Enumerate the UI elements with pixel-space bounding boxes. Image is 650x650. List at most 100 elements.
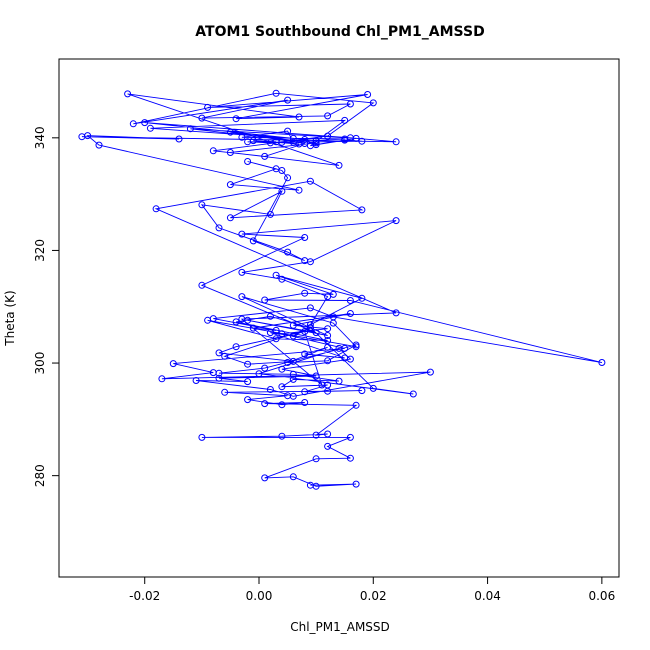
data-point bbox=[346, 310, 354, 317]
data-point bbox=[306, 177, 314, 185]
data-point bbox=[341, 136, 349, 144]
data-point bbox=[186, 125, 194, 133]
data-point bbox=[358, 387, 366, 395]
data-point bbox=[124, 90, 132, 98]
data-point bbox=[244, 360, 252, 368]
data-point bbox=[358, 206, 366, 214]
data-point bbox=[226, 214, 234, 222]
y-tick-label: 280 bbox=[33, 464, 47, 487]
data-point bbox=[249, 137, 257, 145]
data-point bbox=[226, 149, 234, 156]
data-point bbox=[352, 343, 360, 351]
data-point bbox=[306, 304, 314, 312]
data-point bbox=[284, 174, 292, 182]
y-tick-label: 340 bbox=[33, 126, 47, 149]
data-point bbox=[318, 381, 326, 389]
data-point bbox=[261, 152, 269, 160]
data-point bbox=[278, 330, 286, 338]
series-line bbox=[81, 92, 603, 487]
data-point bbox=[329, 319, 337, 327]
data-point bbox=[272, 138, 280, 146]
data-point bbox=[598, 359, 606, 366]
data-point bbox=[369, 99, 377, 107]
data-point bbox=[289, 332, 297, 340]
data-point bbox=[192, 377, 200, 384]
data-point bbox=[312, 137, 320, 145]
data-point bbox=[158, 375, 166, 383]
x-tick-label: 0.02 bbox=[360, 589, 387, 603]
data-point bbox=[261, 400, 269, 408]
data-point bbox=[215, 224, 223, 232]
data-point bbox=[244, 158, 252, 165]
data-point bbox=[141, 119, 149, 127]
data-point bbox=[238, 133, 246, 141]
data-point bbox=[312, 455, 320, 463]
data-point bbox=[266, 210, 274, 218]
data-point bbox=[272, 335, 280, 343]
x-axis-label: Chl_PM1_AMSSD bbox=[290, 620, 390, 634]
data-point bbox=[289, 357, 297, 365]
data-point bbox=[272, 89, 280, 97]
data-point bbox=[358, 137, 366, 145]
x-tick-label: 0.00 bbox=[246, 589, 273, 603]
data-point bbox=[272, 271, 280, 279]
data-point bbox=[221, 388, 229, 396]
data-point bbox=[301, 388, 309, 396]
data-point bbox=[249, 237, 257, 245]
data-point bbox=[255, 370, 263, 378]
data-point bbox=[238, 315, 246, 323]
data-point bbox=[278, 383, 286, 391]
data-point bbox=[261, 364, 269, 372]
data-point bbox=[358, 294, 366, 302]
data-point bbox=[312, 482, 320, 490]
data-point bbox=[278, 401, 286, 409]
data-point bbox=[289, 375, 297, 383]
data-point bbox=[209, 147, 217, 155]
data-point bbox=[232, 318, 240, 326]
y-tick-label: 320 bbox=[33, 239, 47, 262]
data-point bbox=[284, 248, 292, 256]
data-point bbox=[324, 337, 332, 344]
data-point bbox=[346, 100, 354, 108]
data-point bbox=[278, 432, 286, 440]
data-point bbox=[324, 332, 332, 339]
data-point bbox=[215, 374, 223, 382]
x-tick-label: 0.06 bbox=[588, 589, 615, 603]
data-point bbox=[278, 365, 286, 373]
data-point bbox=[324, 112, 332, 120]
data-point bbox=[198, 201, 206, 209]
data-point bbox=[346, 433, 354, 441]
data-point bbox=[392, 217, 400, 225]
chart-title: ATOM1 Southbound Chl_PM1_AMSSD bbox=[195, 24, 484, 40]
data-point bbox=[289, 370, 297, 378]
data-point bbox=[295, 186, 303, 194]
data-point bbox=[289, 134, 297, 142]
data-point bbox=[152, 205, 160, 213]
data-point bbox=[284, 96, 292, 104]
data-point bbox=[341, 344, 349, 352]
data-point bbox=[295, 140, 303, 148]
data-point bbox=[175, 135, 183, 143]
data-point bbox=[324, 132, 332, 140]
data-point bbox=[78, 133, 86, 141]
data-point bbox=[352, 480, 360, 488]
data-point bbox=[346, 297, 354, 304]
data-point bbox=[204, 316, 212, 324]
data-point bbox=[312, 372, 320, 380]
data-point bbox=[409, 390, 417, 398]
y-axis-label: Theta (K) bbox=[3, 290, 17, 346]
data-point bbox=[346, 355, 354, 363]
data-point bbox=[295, 113, 303, 121]
y-tick-label: 300 bbox=[33, 352, 47, 375]
data-point bbox=[289, 392, 297, 400]
data-point bbox=[301, 234, 309, 241]
data-point bbox=[278, 275, 286, 283]
data-point bbox=[284, 127, 292, 135]
data-point bbox=[301, 136, 309, 143]
data-point bbox=[289, 473, 297, 481]
data-point bbox=[238, 293, 246, 301]
data-point bbox=[364, 91, 372, 98]
data-point bbox=[272, 165, 280, 173]
data-point bbox=[95, 141, 103, 149]
